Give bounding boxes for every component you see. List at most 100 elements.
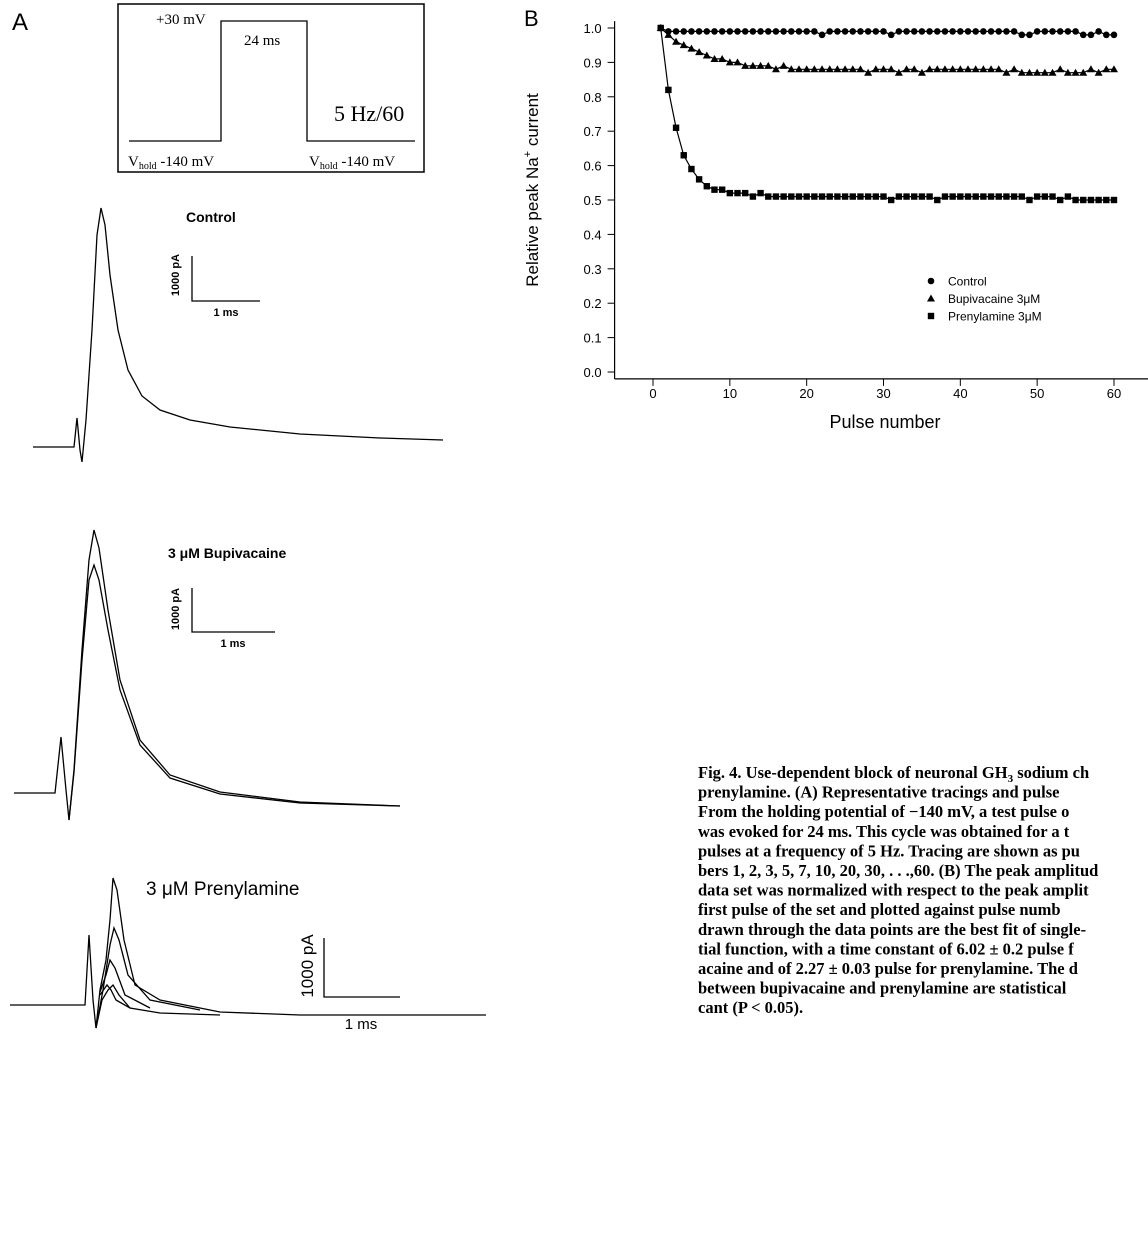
data-point	[810, 65, 819, 73]
data-point	[802, 65, 811, 73]
data-point	[1086, 65, 1095, 73]
x-tick-label: 20	[799, 386, 813, 401]
data-point	[1033, 68, 1042, 76]
current-trace	[33, 207, 444, 463]
data-point	[1095, 28, 1102, 35]
hold-v: V	[309, 154, 320, 170]
data-point	[688, 28, 695, 35]
current-trace	[99, 983, 131, 1009]
data-point	[748, 61, 757, 69]
data-point	[1049, 28, 1056, 35]
data-point	[857, 28, 864, 35]
data-point	[672, 37, 681, 45]
x-tick-label: 60	[1107, 386, 1121, 401]
data-point	[841, 28, 849, 35]
caption-text: Fig. 4. Use-dependent block of neuronal …	[698, 763, 1008, 782]
data-point	[956, 65, 965, 73]
data-point	[771, 65, 780, 73]
data-point	[871, 65, 880, 73]
data-point	[1026, 196, 1033, 204]
data-point	[702, 51, 711, 59]
data-point	[741, 28, 749, 35]
data-point	[980, 28, 987, 35]
scale-y-label: 1000 pA	[170, 254, 182, 296]
y-tick-label: 0.9	[584, 55, 602, 70]
data-point	[864, 28, 872, 35]
hold-v: V	[128, 154, 139, 170]
data-point	[940, 65, 949, 73]
caption-line: bers 1, 2, 3, 5, 7, 10, 20, 30, . . .,60…	[698, 861, 1098, 880]
caption-line: drawn through the data points are the be…	[698, 920, 1086, 939]
x-tick-label: 10	[723, 386, 737, 401]
data-point	[1048, 68, 1057, 76]
data-point	[1072, 28, 1079, 35]
data-point	[1110, 31, 1118, 39]
data-point	[894, 68, 903, 76]
data-point	[1033, 28, 1041, 35]
data-point	[811, 193, 818, 200]
current-trace	[14, 529, 401, 821]
data-point	[726, 189, 734, 197]
current-trace	[95, 983, 221, 1029]
data-point	[979, 65, 988, 73]
data-point	[994, 65, 1003, 73]
data-point	[1087, 196, 1095, 204]
data-point	[1018, 193, 1025, 200]
data-point	[971, 65, 980, 73]
caption-line: first pulse of the set and plotted again…	[698, 900, 1061, 919]
data-point	[741, 61, 750, 69]
legend-label: Bupivacaine 3μM	[948, 292, 1040, 306]
data-point	[1017, 68, 1026, 76]
y-tick-label: 0.4	[584, 227, 602, 242]
scale-x-label: 1 ms	[213, 307, 238, 319]
data-point	[780, 28, 787, 35]
legend-marker	[927, 312, 935, 320]
data-point	[849, 28, 857, 35]
data-point	[933, 65, 942, 73]
hold-value: -140 mV	[338, 154, 396, 170]
data-point	[710, 54, 719, 62]
data-point	[941, 28, 949, 35]
data-point	[764, 28, 772, 35]
data-point	[734, 189, 741, 197]
data-point	[757, 28, 764, 35]
data-point	[903, 193, 910, 200]
scale-bar	[191, 256, 260, 302]
data-point	[925, 65, 934, 73]
data-point	[680, 152, 687, 159]
legend-label: Prenylamine 3μM	[948, 310, 1042, 324]
y-tick-label: 0.1	[584, 331, 602, 346]
y-tick-label: 0.3	[584, 262, 602, 277]
data-point	[795, 28, 803, 35]
data-point	[864, 193, 872, 200]
data-point	[688, 165, 695, 173]
y-axis-title-rest: current	[523, 93, 542, 151]
data-point	[887, 31, 895, 39]
y-tick-label: 0.0	[584, 365, 602, 380]
x-tick-label: 0	[649, 386, 656, 401]
caption-line: was evoked for 24 ms. This cycle was obt…	[698, 822, 1070, 841]
data-point	[972, 193, 979, 200]
data-point	[788, 28, 795, 35]
scale-bar	[191, 588, 275, 633]
data-point	[734, 28, 741, 35]
data-point	[1102, 65, 1111, 73]
data-point	[672, 124, 680, 131]
data-point	[926, 28, 933, 35]
data-point	[818, 65, 827, 73]
data-point	[687, 44, 696, 52]
data-point	[910, 65, 919, 73]
data-point	[957, 193, 964, 200]
data-point	[818, 31, 826, 39]
current-trace	[10, 877, 486, 1029]
x-tick-label: 50	[1030, 386, 1044, 401]
data-point	[1003, 28, 1010, 35]
data-point	[718, 186, 726, 193]
data-point	[948, 65, 957, 73]
data-point	[964, 193, 972, 200]
y-tick-label: 0.2	[584, 296, 602, 311]
scale-x-label: 1 ms	[220, 638, 245, 650]
data-point	[679, 41, 688, 49]
pulse-frequency: 5 Hz/60	[334, 101, 404, 126]
current-trace	[68, 562, 401, 821]
